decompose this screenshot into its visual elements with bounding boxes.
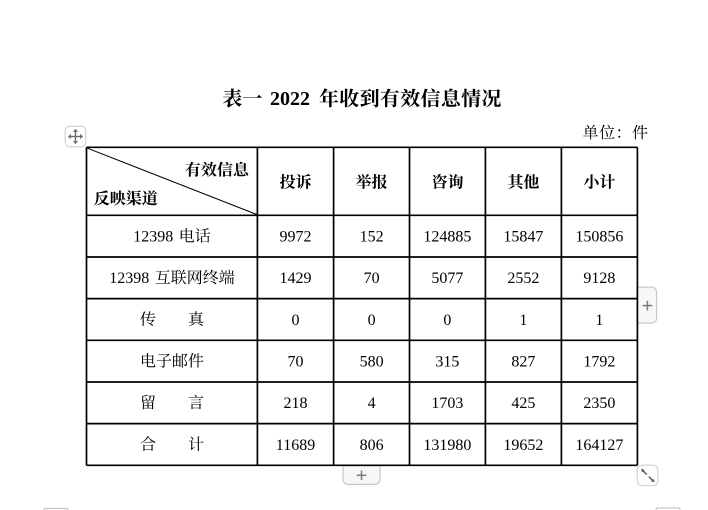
svg-text:152: 152 xyxy=(360,229,384,246)
svg-text:2350: 2350 xyxy=(583,395,615,412)
svg-text:1429: 1429 xyxy=(280,270,312,287)
svg-text:5077: 5077 xyxy=(431,270,463,287)
svg-text:12398: 12398 xyxy=(109,270,149,287)
svg-text:580: 580 xyxy=(360,353,384,370)
svg-text:12398: 12398 xyxy=(133,228,173,245)
svg-text:15847: 15847 xyxy=(503,229,543,246)
svg-text:425: 425 xyxy=(511,395,535,412)
svg-text:0: 0 xyxy=(443,312,451,329)
svg-text:0: 0 xyxy=(292,312,300,329)
svg-text:0: 0 xyxy=(368,312,376,329)
svg-text:315: 315 xyxy=(435,353,459,370)
svg-text:1703: 1703 xyxy=(431,395,463,412)
svg-text:9128: 9128 xyxy=(583,270,615,287)
svg-text:19652: 19652 xyxy=(503,437,543,454)
svg-text:124885: 124885 xyxy=(423,229,471,246)
svg-text:11689: 11689 xyxy=(276,437,315,454)
svg-text:4: 4 xyxy=(368,395,376,412)
svg-text:1792: 1792 xyxy=(583,353,615,370)
svg-text:218: 218 xyxy=(284,395,308,412)
svg-text:2552: 2552 xyxy=(507,270,539,287)
svg-text:164127: 164127 xyxy=(575,437,623,454)
svg-text:9972: 9972 xyxy=(280,229,312,246)
svg-text:1: 1 xyxy=(595,312,603,329)
svg-text:827: 827 xyxy=(511,353,535,370)
svg-text:131980: 131980 xyxy=(423,437,471,454)
svg-text:70: 70 xyxy=(288,353,304,370)
svg-text:2022: 2022 xyxy=(270,88,310,110)
svg-text:806: 806 xyxy=(360,437,384,454)
svg-text:150856: 150856 xyxy=(575,229,623,246)
svg-text:70: 70 xyxy=(364,270,380,287)
svg-text:1: 1 xyxy=(519,312,527,329)
